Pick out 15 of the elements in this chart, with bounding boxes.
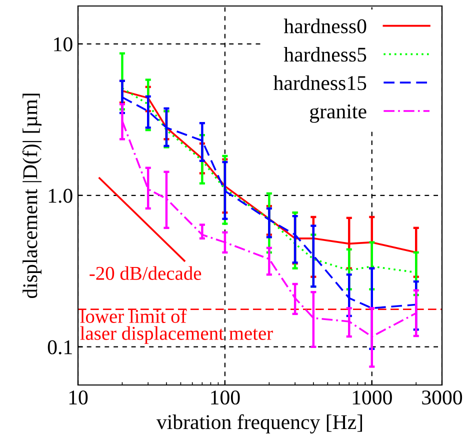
legend-label: hardness5 [284, 47, 366, 62]
x-tick-label: 1000 [352, 390, 392, 405]
x-tick-label: 10 [69, 390, 88, 405]
y-tick-label: 1.0 [48, 188, 72, 203]
x-tick-label: 3000 [422, 390, 462, 405]
y-axis-title: displacement |D(f)| [µm] [22, 94, 42, 298]
legend-label: granite [310, 104, 366, 123]
ref-line-label: lower limit of laser displacement meter [80, 309, 273, 344]
x-axis-title: vibration frequency [Hz] [156, 414, 362, 434]
y-tick-label: 0.1 [48, 340, 72, 354]
annotation: -20 dB/decade [90, 266, 202, 280]
legend-label: hardness15 [273, 75, 366, 90]
legend-label: hardness0 [284, 18, 366, 34]
x-tick-label: 100 [211, 390, 240, 405]
y-tick-label: 10 [54, 37, 72, 52]
